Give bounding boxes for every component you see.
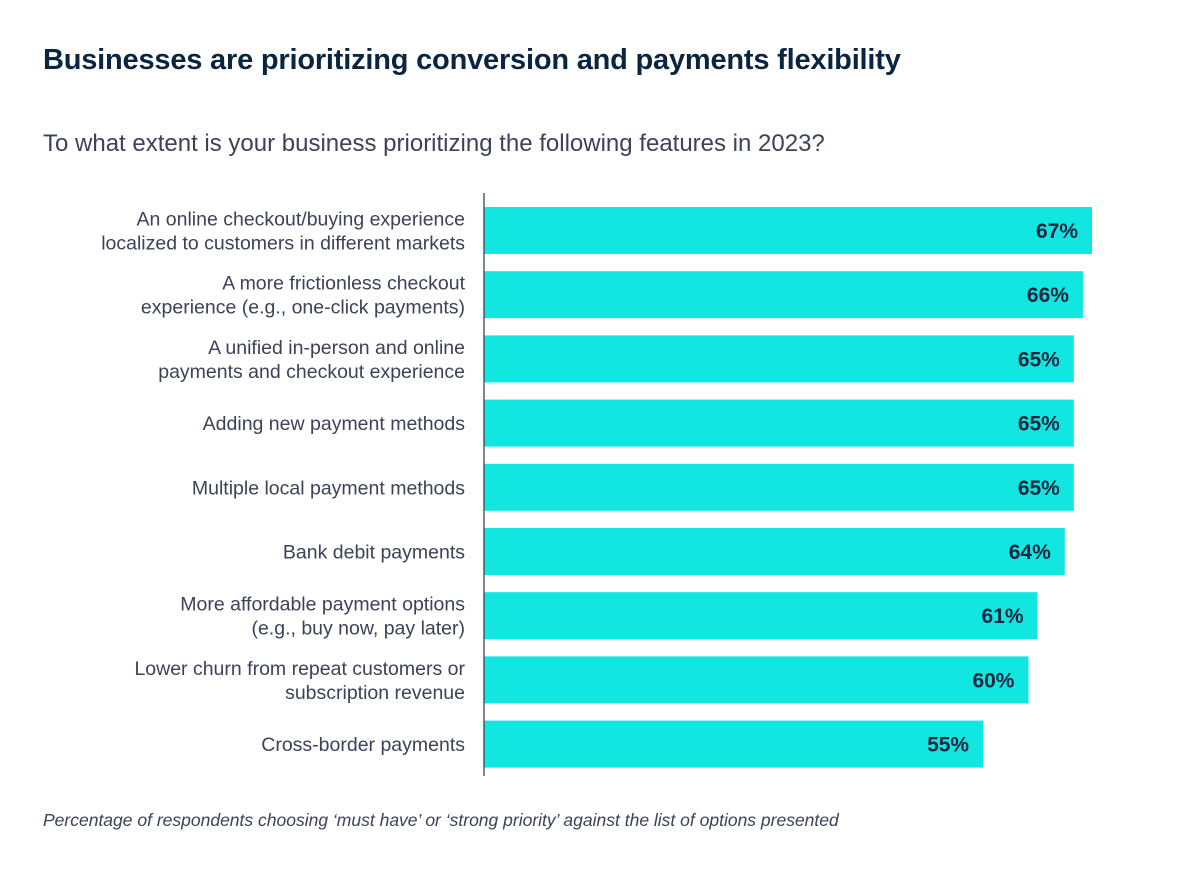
chart-subtitle: To what extent is your business prioriti…: [43, 130, 825, 157]
value-label: 66%: [1027, 284, 1069, 307]
bar: [484, 399, 1074, 447]
value-label: 61%: [982, 605, 1024, 628]
category-label: Lower churn from repeat customers or subs…: [134, 658, 465, 704]
category-label-line: payments and checkout experience: [158, 361, 465, 383]
value-label: 65%: [1018, 348, 1060, 371]
category-label-line: Multiple local payment methods: [192, 477, 465, 499]
category-label-line: Lower churn from repeat customers or: [134, 658, 465, 680]
category-label: Adding new payment methods: [203, 413, 466, 435]
category-label: An online checkout/buying experience loca…: [101, 209, 465, 255]
category-label-line: localized to customers in different mark…: [101, 233, 465, 255]
bar: [484, 592, 1038, 640]
bar: [484, 463, 1074, 511]
bar: [484, 335, 1074, 383]
bar: [484, 207, 1092, 254]
value-label: 65%: [1018, 477, 1060, 500]
category-label-line: Cross-border payments: [261, 734, 465, 756]
category-label: Bank debit payments: [283, 542, 465, 564]
bar: [484, 528, 1065, 575]
category-label-line: A unified in-person and online: [208, 337, 465, 359]
category-label: Cross-border payments: [261, 734, 465, 756]
category-label-line: experience (e.g., one-click payments): [141, 297, 465, 319]
value-label: 60%: [972, 669, 1014, 692]
category-label-line: (e.g., buy now, pay later): [251, 618, 465, 640]
category-label-line: Adding new payment methods: [203, 413, 466, 435]
category-label-line: An online checkout/buying experience: [137, 209, 465, 231]
value-label: 67%: [1036, 220, 1078, 243]
category-label: A more frictionless checkout experience (…: [141, 273, 466, 319]
category-label: Multiple local payment methods: [192, 477, 465, 499]
bar: [484, 720, 984, 768]
bar: [484, 271, 1083, 319]
category-label-line: More affordable payment options: [180, 594, 465, 616]
value-label: 55%: [927, 734, 969, 757]
chart-footnote: Percentage of respondents choosing ‘must…: [43, 810, 839, 830]
category-label: A unified in-person and online payments a…: [158, 337, 465, 383]
category-label: More affordable payment options (e.g., bu…: [180, 594, 465, 640]
chart-title: Businesses are prioritizing conversion a…: [43, 44, 901, 76]
category-label-line: A more frictionless checkout: [222, 273, 465, 295]
value-label: 65%: [1018, 413, 1060, 436]
category-label-line: Bank debit payments: [283, 542, 465, 564]
value-label: 64%: [1009, 541, 1051, 564]
category-label-line: subscription revenue: [285, 682, 465, 704]
bar: [484, 656, 1029, 704]
